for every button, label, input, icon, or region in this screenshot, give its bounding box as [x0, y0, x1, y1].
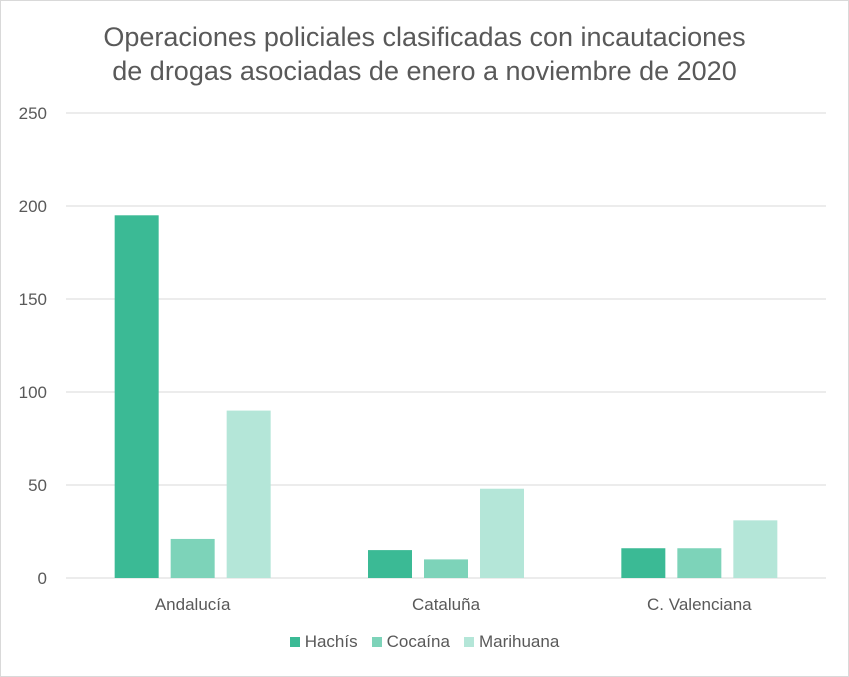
legend-swatch — [289, 637, 300, 647]
legend: Hachís Cocaína Marihuana — [0, 632, 849, 652]
y-tick-label: 200 — [19, 197, 47, 216]
legend-swatch — [463, 637, 474, 647]
x-category-label: Cataluña — [412, 595, 481, 614]
legend-item: Cocaína — [371, 632, 450, 652]
legend-swatch — [371, 637, 382, 647]
bar-cocaína — [677, 548, 722, 578]
chart-title-line-2: de drogas asociadas de enero a noviembre… — [112, 56, 737, 86]
bar-cocaína — [170, 538, 215, 578]
bar-marihuana — [480, 488, 524, 578]
y-tick-label: 100 — [19, 383, 47, 402]
legend-label: Marihuana — [478, 632, 560, 651]
chart-title-line-1: Operaciones policiales clasificadas con … — [103, 22, 746, 52]
legend-item: Marihuana — [463, 632, 560, 652]
grid-lines — [66, 112, 826, 579]
bar-cocaína — [424, 559, 468, 578]
bar-marihuana — [226, 410, 271, 578]
bar-hachís — [368, 550, 412, 578]
y-axis-ticks: 0 50 100 150 200 250 — [19, 104, 47, 588]
y-tick-label: 250 — [19, 104, 47, 123]
legend-item: Hachís — [289, 632, 358, 652]
chart-title: Operaciones policiales clasificadas con … — [0, 20, 849, 88]
y-tick-label: 0 — [38, 569, 47, 588]
legend-label: Hachís — [304, 632, 358, 651]
bar-marihuana — [733, 520, 778, 578]
y-tick-label: 50 — [28, 476, 47, 495]
x-category-label: Andalucía — [155, 595, 231, 614]
legend-label: Cocaína — [386, 632, 450, 651]
bar-hachís — [621, 548, 666, 578]
bars — [114, 215, 778, 579]
bar-hachís — [114, 215, 159, 579]
x-category-label: C. Valenciana — [647, 595, 752, 614]
y-tick-label: 150 — [19, 290, 47, 309]
x-axis-categories: Andalucía Cataluña C. Valenciana — [155, 595, 752, 614]
